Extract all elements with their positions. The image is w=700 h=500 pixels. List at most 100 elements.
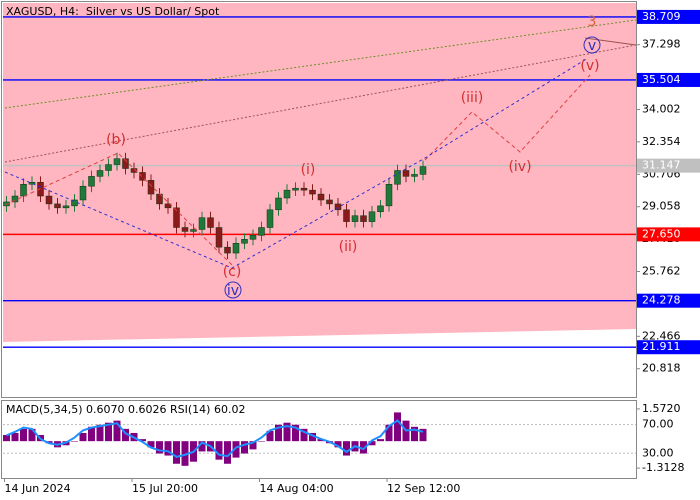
macd-bar bbox=[156, 441, 163, 454]
wave-label: (iii) bbox=[461, 90, 484, 106]
candle-body bbox=[139, 172, 146, 181]
macd-bar bbox=[334, 441, 342, 448]
indicator-plot bbox=[3, 412, 636, 466]
y-tick-label: 34.002 bbox=[642, 102, 681, 115]
x-tick-label: 12 Sep 12:00 bbox=[387, 482, 460, 495]
macd-bar bbox=[292, 424, 299, 442]
macd-bar bbox=[224, 441, 231, 464]
candle-body bbox=[130, 168, 138, 173]
level-tag bbox=[637, 227, 700, 242]
y-tick-label: 25.762 bbox=[642, 265, 681, 278]
candle-body bbox=[20, 183, 27, 197]
candle-body bbox=[173, 207, 180, 228]
candle-body bbox=[241, 239, 248, 244]
candle-body bbox=[411, 174, 418, 177]
indicator-frame bbox=[1, 400, 637, 479]
candle-body bbox=[207, 217, 214, 228]
candle-body bbox=[105, 164, 112, 171]
indicator-title: MACD(5,34,5) 0.6070 0.6026 RSI(14) 60.02 bbox=[6, 403, 245, 416]
macd-bar bbox=[181, 441, 189, 466]
macd-bar bbox=[164, 441, 172, 456]
y2-tick-label: 70.00 bbox=[642, 418, 674, 431]
macd-bar bbox=[198, 441, 206, 452]
candle-body bbox=[215, 227, 223, 248]
level-label: 24.278 bbox=[642, 294, 681, 307]
level-label: 31.147 bbox=[642, 159, 681, 172]
macd-bar bbox=[266, 430, 274, 442]
macd-bar bbox=[343, 441, 350, 456]
y-tick-label: 32.354 bbox=[642, 135, 681, 148]
candle-body bbox=[232, 242, 240, 254]
level-label: 27.650 bbox=[642, 227, 681, 240]
macd-bar bbox=[79, 432, 87, 442]
y-tick-label: 29.058 bbox=[642, 200, 681, 213]
macd-bar bbox=[317, 439, 325, 442]
candle-body bbox=[283, 189, 291, 199]
pink-zone bbox=[3, 3, 636, 342]
candle-body bbox=[377, 205, 384, 213]
candle-body bbox=[317, 193, 325, 201]
candle-body bbox=[326, 199, 333, 205]
price-plot bbox=[3, 16, 636, 348]
macd-bar bbox=[232, 441, 240, 458]
drawings bbox=[4, 19, 637, 299]
y-tick-label: -1.3128 bbox=[642, 461, 684, 474]
level-tag bbox=[637, 340, 700, 355]
x-tick-label: 15 Jul 20:00 bbox=[132, 482, 198, 495]
trend-line bbox=[4, 44, 637, 163]
candle-body bbox=[275, 197, 282, 211]
macd-bar bbox=[122, 428, 129, 442]
wave-line bbox=[4, 57, 589, 269]
candle-body bbox=[343, 209, 350, 222]
y-tick-label: 37.298 bbox=[642, 38, 681, 51]
level-label: 21.911 bbox=[642, 340, 681, 353]
y2-tick-label: 30.00 bbox=[642, 446, 674, 459]
candle-body bbox=[88, 176, 95, 187]
wave-label: (ii) bbox=[339, 239, 358, 255]
macd-bar bbox=[215, 441, 223, 460]
wave-label: (iv) bbox=[508, 159, 531, 175]
level-tag bbox=[637, 72, 700, 87]
candle-body bbox=[79, 185, 87, 201]
candle-body bbox=[300, 187, 308, 191]
candle-body bbox=[45, 195, 53, 205]
wave-label: 3 bbox=[588, 14, 597, 30]
macd-bar bbox=[283, 422, 291, 442]
level-tag bbox=[637, 158, 700, 173]
wave-circle bbox=[224, 281, 242, 299]
macd-bar bbox=[105, 422, 112, 442]
macd-bar bbox=[11, 432, 19, 442]
y-tick-label: 20.818 bbox=[642, 362, 681, 375]
x-tick-label: 14 Aug 04:00 bbox=[260, 482, 334, 495]
candle-body bbox=[198, 217, 206, 230]
macd-bar bbox=[275, 424, 282, 442]
trend-line bbox=[584, 37, 637, 46]
candle-body bbox=[292, 187, 299, 191]
macd-bar bbox=[71, 441, 78, 442]
macd-bar bbox=[385, 424, 393, 442]
wave-label: (v) bbox=[580, 58, 599, 74]
candle-body bbox=[181, 227, 189, 232]
candle-body bbox=[249, 235, 257, 240]
candle-body bbox=[360, 215, 367, 222]
wave-circle bbox=[583, 36, 601, 54]
candle-body bbox=[96, 170, 104, 177]
candle-body bbox=[368, 211, 376, 222]
macd-bar bbox=[249, 441, 257, 450]
macd-bar bbox=[394, 412, 401, 442]
y-tick-label: 1.5720 bbox=[642, 402, 681, 415]
macd-bar bbox=[20, 428, 27, 442]
wave-labels: (b) (c) iv (i) (ii) (iii) (iv) (v) v 3 bbox=[106, 14, 600, 299]
macd-bar bbox=[309, 432, 316, 442]
macd-bar bbox=[360, 441, 367, 454]
axes: 37.29834.00232.35430.70629.05827.41025.7… bbox=[4, 9, 700, 495]
candle-body bbox=[334, 203, 342, 211]
macd-bar bbox=[113, 420, 121, 442]
candle-body bbox=[351, 215, 359, 222]
macd-bar bbox=[28, 428, 36, 442]
macd-bar bbox=[258, 441, 265, 442]
wave-projection bbox=[424, 74, 591, 161]
macd-bar bbox=[411, 426, 418, 442]
level-tag bbox=[637, 293, 700, 308]
candle-body bbox=[394, 170, 401, 185]
